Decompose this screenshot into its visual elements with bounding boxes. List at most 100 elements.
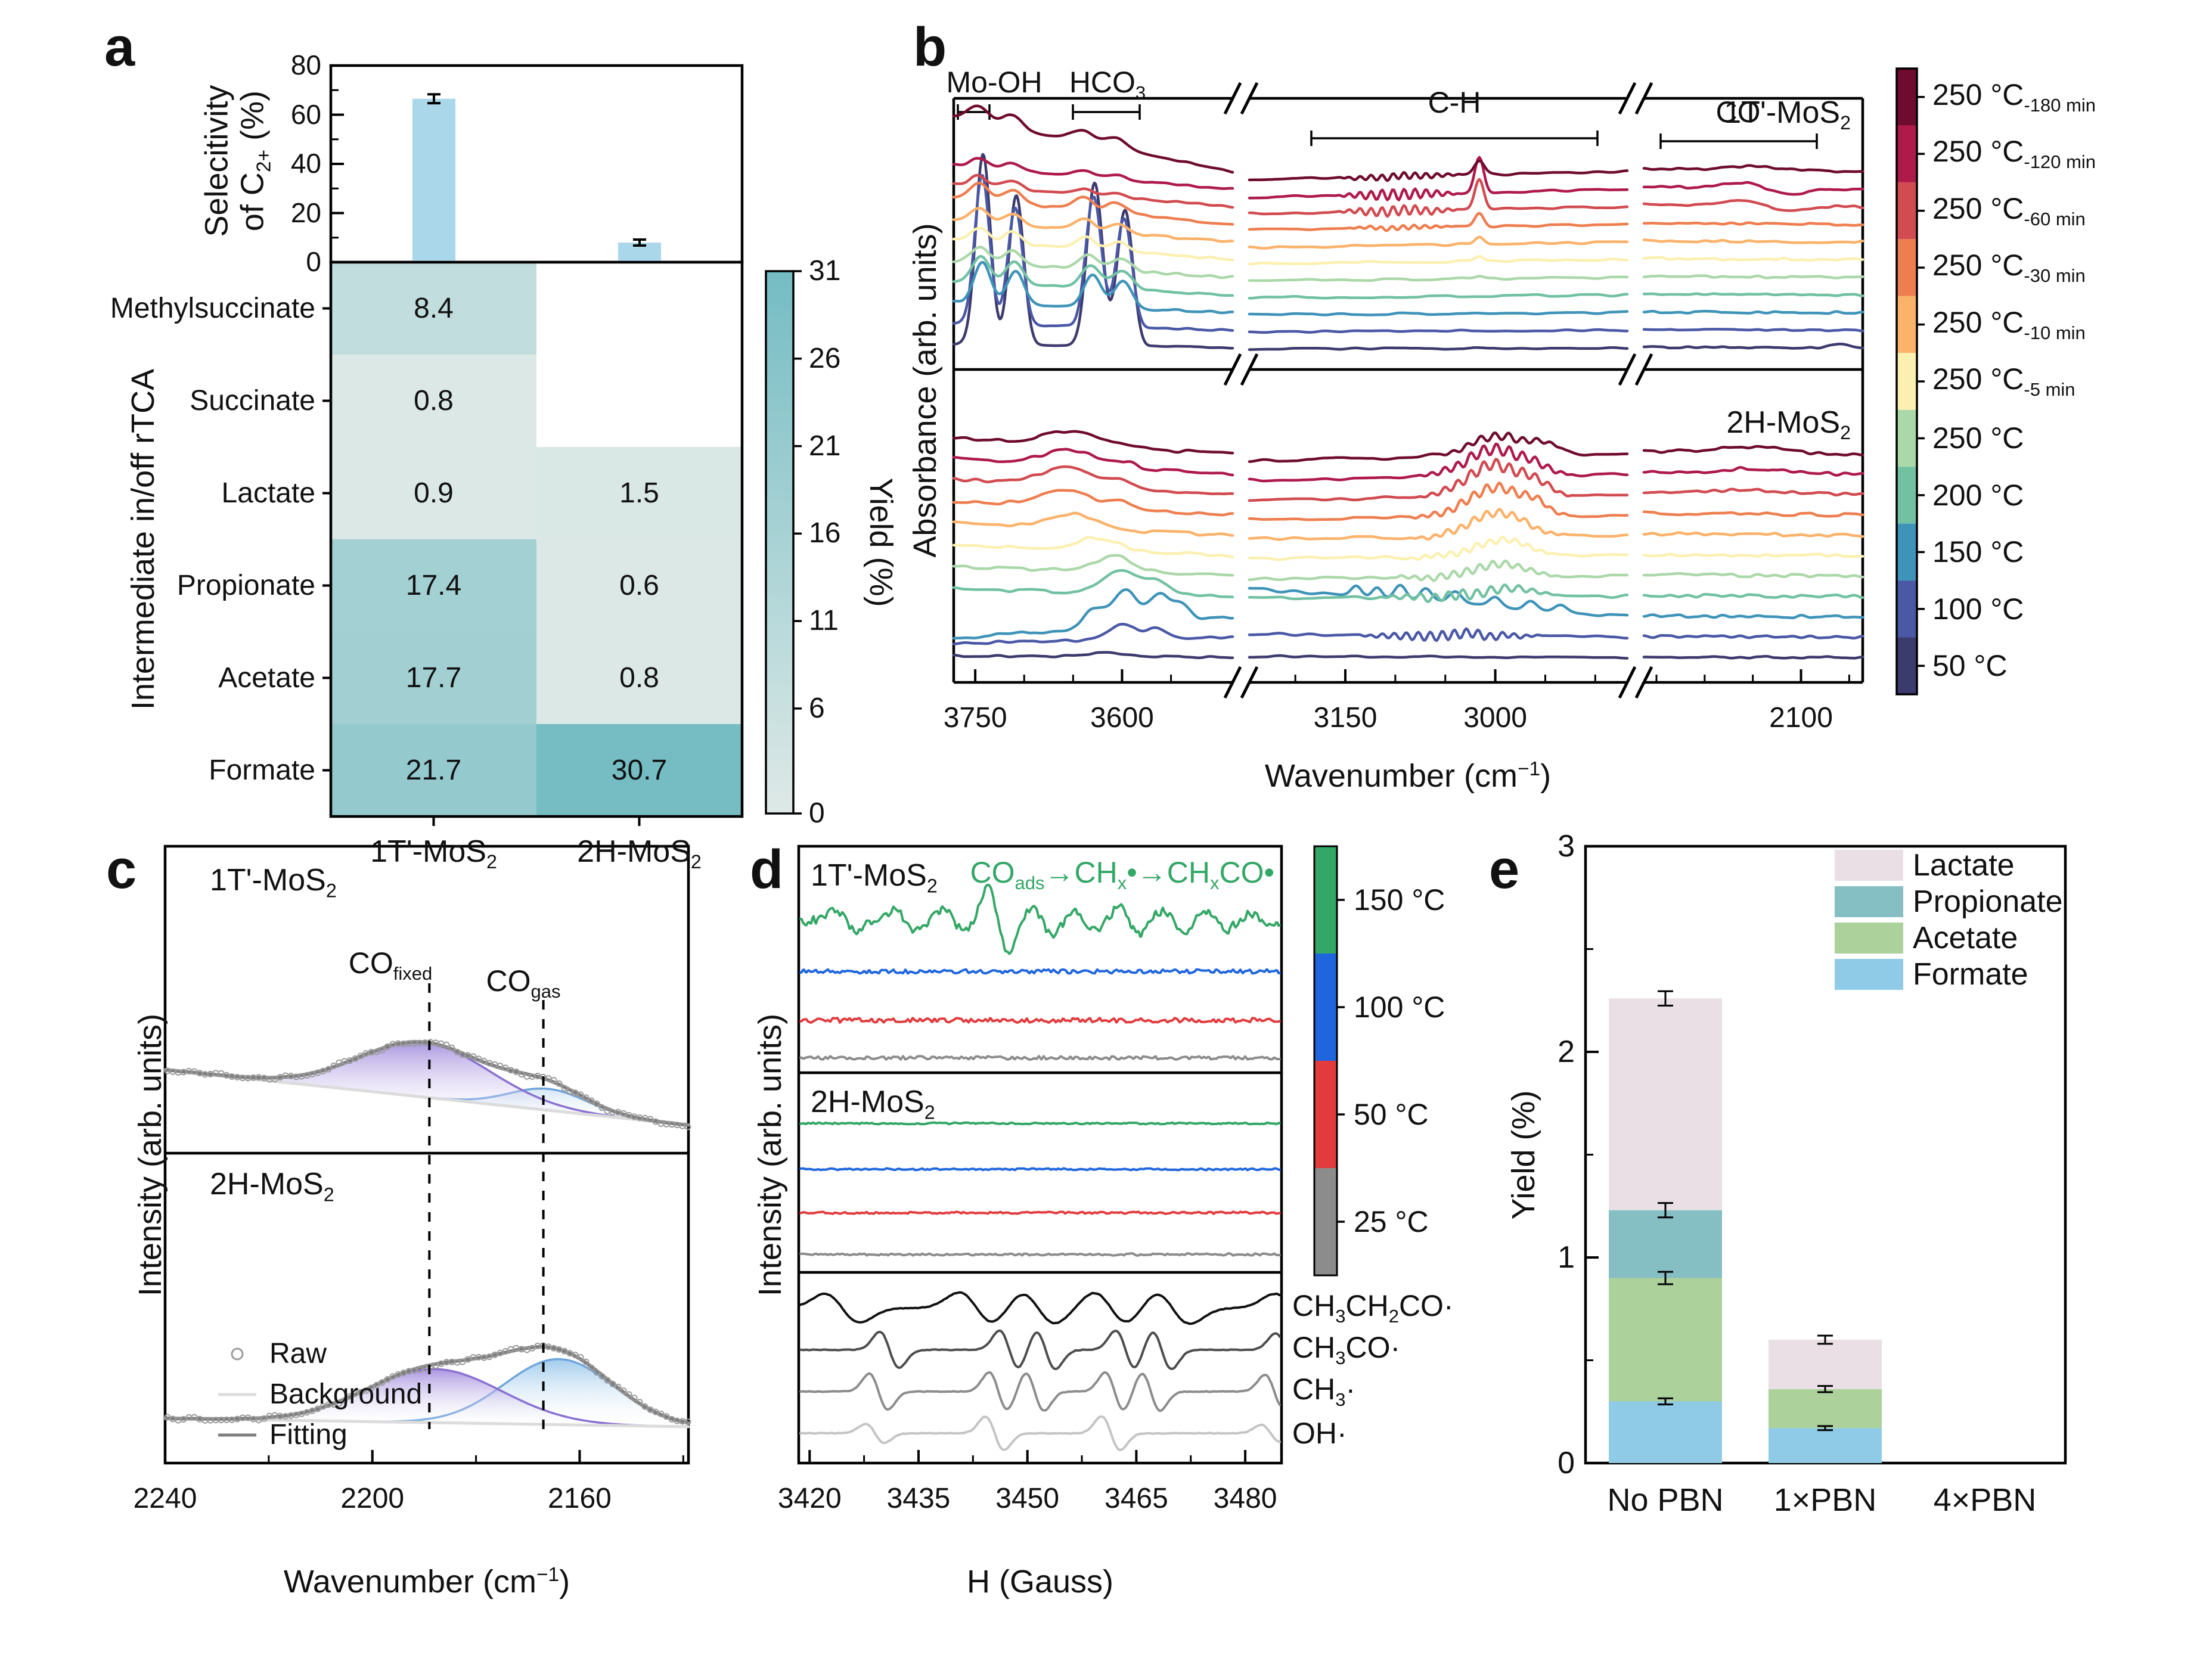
c-raw-point bbox=[362, 1387, 370, 1394]
a-heatmap-value: 0.8 bbox=[414, 384, 454, 417]
b-legend-label: 250 °C-120 min bbox=[1932, 135, 2096, 173]
d-colorbar-label: 100 °C bbox=[1354, 990, 1445, 1024]
a-heatmap-cell bbox=[331, 447, 536, 539]
b-spectrum-trace bbox=[1248, 535, 1629, 561]
b-colorbar-cell bbox=[1897, 467, 1917, 524]
a-selectivity-bar bbox=[412, 98, 455, 261]
d-epr-trace bbox=[799, 1121, 1281, 1126]
c-raw-point bbox=[352, 1055, 359, 1062]
b-spectrum-trace bbox=[952, 569, 1234, 598]
b-spectrum-trace bbox=[1642, 572, 1864, 579]
b-spectrum-trace bbox=[1248, 627, 1629, 642]
c-raw-point bbox=[502, 1348, 509, 1355]
e-category-label: No PBN bbox=[1607, 1482, 1724, 1518]
a-colorbar-tick-label: 16 bbox=[809, 517, 841, 549]
e-stacked-segment bbox=[1609, 1278, 1722, 1402]
e-ytick-label: 3 bbox=[1558, 828, 1575, 864]
a-bar-ytick-label: 0 bbox=[306, 246, 321, 278]
b-spectrum-trace bbox=[1248, 508, 1629, 541]
d-xtick-label: 3420 bbox=[777, 1483, 842, 1515]
c-raw-point bbox=[502, 1064, 509, 1072]
d-colorbar-cell bbox=[1314, 1168, 1337, 1275]
c-raw-point bbox=[454, 1048, 461, 1055]
b-spectrum-trace bbox=[1642, 238, 1864, 244]
a-heatmap-value: 0.8 bbox=[619, 662, 659, 694]
d-colorbar-cell bbox=[1314, 954, 1337, 1061]
c-raw-point bbox=[309, 1407, 316, 1414]
c-raw-point bbox=[346, 1393, 353, 1400]
d-colorbar-label: 50 °C bbox=[1354, 1098, 1429, 1131]
c-raw-point bbox=[357, 1052, 364, 1060]
e-category-label: 4×PBN bbox=[1933, 1482, 2037, 1518]
c-raw-point bbox=[497, 1063, 504, 1070]
a-colorbar-tick-label: 6 bbox=[809, 692, 825, 724]
c-raw-point bbox=[443, 1041, 450, 1048]
b-spectrum-trace bbox=[952, 246, 1234, 280]
c-fit-peak-fill bbox=[165, 1042, 688, 1125]
a-bar-ytick-label: 40 bbox=[290, 148, 321, 179]
c-raw-point bbox=[598, 1372, 606, 1380]
a-heatmap-value: 21.7 bbox=[405, 754, 462, 786]
b-spectrum-trace bbox=[952, 430, 1234, 455]
a-heatmap-value: 17.4 bbox=[405, 569, 462, 601]
b-legend-label: 250 °C-5 min bbox=[1932, 362, 2075, 400]
c-raw-point bbox=[615, 1383, 622, 1390]
c-raw-point bbox=[336, 1400, 343, 1407]
b-spectrum-trace bbox=[1248, 654, 1629, 660]
c-raw-point bbox=[475, 1055, 482, 1063]
b-y-axis-title: Absorbance (arb. units) bbox=[907, 223, 943, 558]
e-ytick-label: 1 bbox=[1558, 1240, 1575, 1275]
c-raw-point bbox=[588, 1364, 595, 1371]
a-bar-y-axis-title: Selecitivity of C2+ (%) bbox=[198, 85, 275, 237]
b-spectrum-trace bbox=[1642, 613, 1864, 619]
e-y-axis-title: Yield (%) bbox=[1505, 1090, 1541, 1220]
d-xtick-label: 3480 bbox=[1213, 1483, 1277, 1515]
d-epr-trace bbox=[799, 1055, 1281, 1061]
b-spectrum-trace bbox=[1248, 458, 1629, 502]
c-fit-peak-fill bbox=[165, 1359, 688, 1427]
b-bottom-panel-label: 2H-MoS2 bbox=[1726, 405, 1851, 444]
c-xtick-label: 2240 bbox=[133, 1483, 197, 1515]
c-xtick-label: 2160 bbox=[548, 1483, 612, 1515]
a-colorbar bbox=[765, 270, 795, 815]
c-raw-point bbox=[577, 1091, 584, 1098]
a-heatmap-value: 0.6 bbox=[619, 569, 659, 601]
c-raw-point bbox=[641, 1403, 649, 1410]
d-bottom-panel-label: 2H-MoS2 bbox=[811, 1085, 935, 1123]
b-spectrum-trace bbox=[1642, 221, 1864, 227]
e-legend-label: Formate bbox=[1913, 957, 2028, 992]
b-spectrum-trace bbox=[1642, 592, 1864, 599]
d-x-axis-title: H (Gauss) bbox=[966, 1563, 1114, 1600]
d-reference-label: CH3· bbox=[1292, 1372, 1356, 1411]
a-heatmap-row-label: Formate bbox=[209, 754, 315, 786]
b-spectrum-trace bbox=[1248, 583, 1629, 604]
e-stacked-segment bbox=[1769, 1428, 1882, 1463]
b-spectrum-trace bbox=[1248, 275, 1629, 282]
b-spectrum-trace bbox=[1642, 309, 1864, 315]
c-raw-point bbox=[684, 1418, 691, 1426]
b-spectrum-trace bbox=[1248, 442, 1629, 483]
a-bar-ytick-label: 60 bbox=[290, 98, 321, 130]
b-spectrum-trace bbox=[952, 157, 1234, 190]
b-spectrum-trace bbox=[1248, 156, 1629, 201]
e-category-label: 1×PBN bbox=[1773, 1482, 1877, 1518]
a-heatmap-row-label: Lactate bbox=[221, 477, 315, 509]
b-colorbar-cell bbox=[1897, 353, 1917, 410]
c-raw-point bbox=[448, 1044, 455, 1051]
b-legend-label: 250 °C-60 min bbox=[1932, 191, 2086, 229]
b-legend-label: 150 °C bbox=[1932, 535, 2024, 569]
d-epr-trace bbox=[799, 1210, 1281, 1215]
d-xtick-label: 3435 bbox=[886, 1483, 951, 1515]
c-raw-point bbox=[561, 1085, 568, 1092]
b-xtick-label: 3750 bbox=[943, 702, 1007, 734]
a-heatmap-cell bbox=[536, 632, 742, 724]
b-spectrum-trace bbox=[1248, 212, 1629, 232]
a-heatmap-cell bbox=[536, 447, 742, 539]
d-epr-trace bbox=[799, 1167, 1281, 1172]
b-spectrum-trace bbox=[1248, 310, 1629, 316]
b-spectrum-trace bbox=[1642, 466, 1864, 477]
b-xtick-label: 3150 bbox=[1313, 702, 1377, 734]
c-top-panel-label: 1T'-MoS2 bbox=[210, 863, 337, 902]
b-spectrum-trace bbox=[1642, 552, 1864, 558]
c-raw-point bbox=[556, 1080, 563, 1087]
